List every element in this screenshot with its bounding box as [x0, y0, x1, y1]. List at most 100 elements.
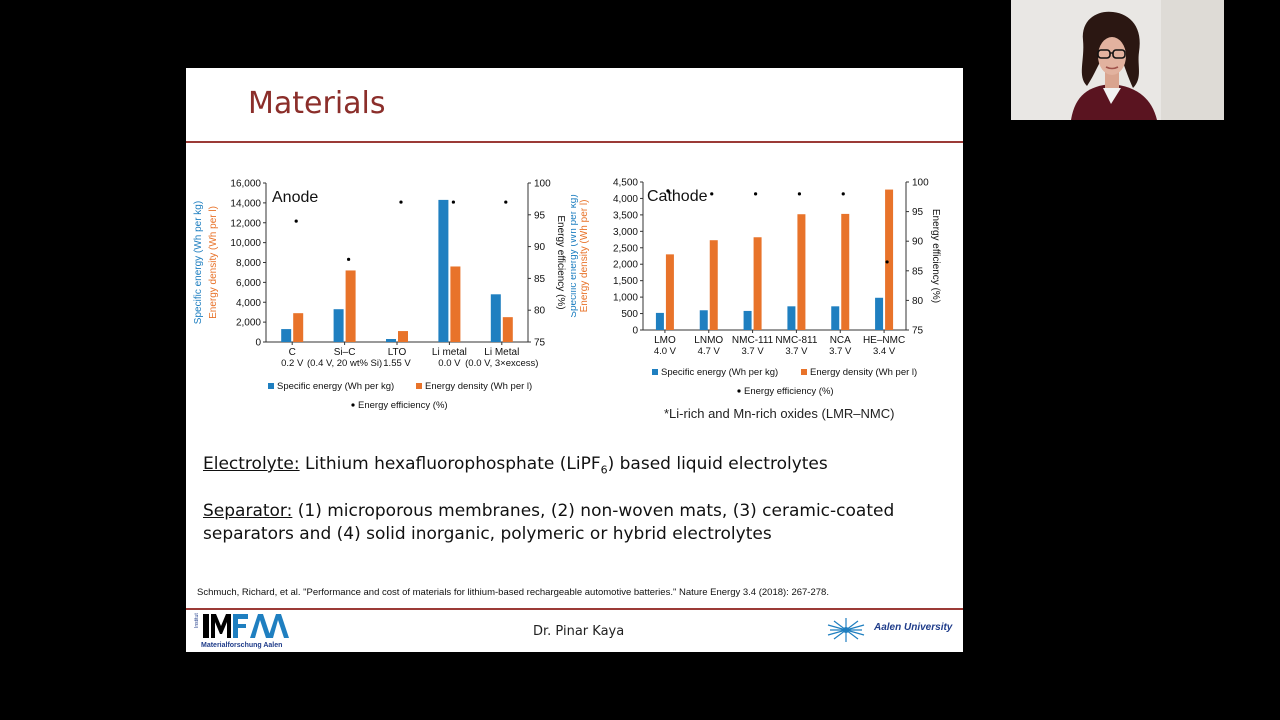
cathode-category-label: NMC-811	[775, 335, 817, 346]
anode-efficiency-point	[294, 219, 298, 223]
anode-ytick-label: 14,000	[230, 198, 261, 209]
anode-chart-title: Anode	[272, 189, 318, 206]
anode-bar-specific-energy	[281, 329, 292, 342]
electrolyte-text-pre: Lithium hexafluorophosphate (LiPF	[299, 454, 601, 474]
cathode-legend-specific-energy: Specific energy (Wh per kg)	[661, 367, 778, 378]
cathode-ytick-label: 3,500	[613, 210, 638, 221]
title-rule	[186, 141, 963, 143]
anode-ytick-label: 0	[255, 338, 261, 349]
cathode-category-sublabel: 3.7 V	[741, 346, 764, 357]
anode-ytick-label: 4,000	[236, 298, 261, 309]
cathode-efficiency-point	[797, 192, 802, 196]
cathode-bar-energy-density	[753, 237, 762, 330]
slide: Materials 0 2,000 4,000 6,000 8,000 10,000 12,…	[186, 68, 963, 652]
anode-legend-efficiency: Energy efficiency (%)	[358, 400, 448, 411]
cathode-ylabel-efficiency: Energy efficiency (%)	[930, 209, 941, 303]
anode-category-label: Li metal	[432, 347, 467, 358]
anode-ylabel-efficiency: Energy efficiency (%)	[555, 215, 566, 309]
cathode-chart-title: Cathode	[647, 188, 708, 205]
anode-y2tick-label: 85	[534, 274, 546, 285]
cathode-bar-specific-energy	[655, 312, 664, 330]
anode-category-sublabel: 0.0 V	[438, 358, 461, 369]
cathode-category-label: LMO	[654, 335, 676, 346]
cathode-bar-specific-energy	[787, 306, 796, 330]
electrolyte-text-post: ) based liquid electrolytes	[607, 454, 828, 474]
cathode-category-label: NCA	[830, 335, 851, 346]
cathode-category-label: NMC-111	[732, 335, 774, 346]
anode-efficiency-point	[347, 257, 351, 261]
imfaa-logo: Institut Materialforschung Aalen	[194, 613, 289, 649]
cathode-legend-swatch-energy-density	[801, 369, 807, 375]
cathode-legend-swatch-efficiency	[737, 389, 741, 393]
cathode-y2tick-label: 85	[912, 266, 924, 277]
cathode-ytick-label: 3,000	[613, 227, 638, 238]
anode-legend-specific-energy: Specific energy (Wh per kg)	[277, 381, 394, 392]
anode-category-sublabel: 0.2 V	[281, 358, 304, 369]
svg-text:Institut: Institut	[194, 613, 200, 628]
anode-legend-energy-density: Energy density (Wh per l)	[425, 381, 532, 392]
logo-subtitle: Materialforschung Aalen	[201, 642, 282, 649]
anode-ytick-label: 8,000	[236, 258, 261, 269]
anode-ytick-label: 6,000	[236, 278, 261, 289]
cathode-category-label: HE–NMC	[863, 335, 905, 346]
anode-bar-specific-energy	[333, 309, 344, 342]
university-name: Aalen University	[874, 622, 953, 633]
cathode-y2tick-label: 100	[912, 178, 929, 189]
slide-title: Materials	[248, 86, 386, 121]
aalen-university-logo: Aalen University	[826, 616, 956, 644]
anode-chart: 0 2,000 4,000 6,000 8,000 10,000 12,000 14,000 1…	[193, 179, 566, 412]
cathode-ytick-label: 4,000	[613, 194, 638, 205]
anode-legend-swatch-specific-energy	[268, 383, 274, 389]
anode-bar-energy-density	[450, 266, 461, 342]
cathode-efficiency-point	[666, 189, 670, 193]
anode-bar-energy-density	[502, 317, 513, 342]
cathode-ylabel-specific-energy: Specific energy (Wh per kg)	[571, 194, 579, 317]
cathode-ytick-label: 500	[621, 309, 638, 320]
cathode-bar-energy-density	[709, 240, 718, 330]
cathode-category-sublabel: 4.0 V	[654, 346, 677, 357]
anode-bar-energy-density	[345, 270, 356, 342]
presenter-video	[1011, 0, 1224, 120]
presenter-webcam	[1011, 0, 1224, 120]
anode-ytick-label: 16,000	[230, 179, 261, 190]
anode-bar-specific-energy	[438, 199, 449, 342]
cathode-efficiency-point	[753, 192, 758, 196]
cathode-y2tick-label: 95	[912, 207, 924, 218]
anode-legend-swatch-efficiency	[351, 403, 355, 407]
anode-efficiency-point	[399, 200, 403, 204]
cathode-bar-specific-energy	[743, 310, 752, 330]
cathode-ytick-label: 0	[632, 326, 638, 337]
anode-category-sublabel: (0.0 V, 3×excess)	[465, 358, 538, 369]
cathode-y2tick-label: 90	[912, 237, 924, 248]
cathode-ytick-label: 4,500	[613, 178, 638, 189]
star-burst-icon	[827, 618, 865, 642]
cathode-category-sublabel: 3.7 V	[829, 346, 852, 357]
anode-category-label: Si–C	[334, 347, 356, 358]
cathode-bar-energy-density	[797, 214, 806, 330]
cathode-bar-specific-energy	[699, 310, 708, 330]
cathode-ytick-label: 2,000	[613, 260, 638, 271]
anode-bar-energy-density	[398, 331, 408, 342]
cathode-ytick-label: 1,500	[613, 276, 638, 287]
cathode-legend-swatch-specific-energy	[652, 369, 658, 375]
anode-y2tick-label: 100	[534, 179, 551, 190]
electrolyte-sub: 6	[600, 463, 608, 477]
separator-line-2: separators and (4) solid inorganic, poly…	[203, 524, 772, 544]
anode-y2tick-label: 95	[534, 210, 546, 221]
anode-ytick-label: 10,000	[230, 238, 261, 249]
electrolyte-label: Electrolyte:	[203, 454, 300, 474]
cathode-ytick-label: 2,500	[613, 243, 638, 254]
footer-rule	[186, 608, 963, 610]
cathode-bar-energy-density	[885, 189, 894, 330]
anode-category-label: LTO	[388, 347, 407, 358]
anode-category-label: Li Metal	[484, 347, 519, 358]
anode-y2tick-label: 75	[534, 338, 546, 349]
anode-ytick-label: 2,000	[236, 318, 261, 329]
anode-y2tick-label: 90	[534, 242, 546, 253]
anode-category-sublabel: 1.55 V	[383, 358, 411, 369]
cathode-efficiency-point	[841, 192, 845, 196]
citation: Schmuch, Richard, et al. "Performance an…	[197, 587, 829, 598]
cathode-legend-energy-density: Energy density (Wh per l)	[810, 367, 917, 378]
anode-bar-specific-energy	[386, 339, 396, 342]
anode-bar-energy-density	[293, 313, 304, 342]
